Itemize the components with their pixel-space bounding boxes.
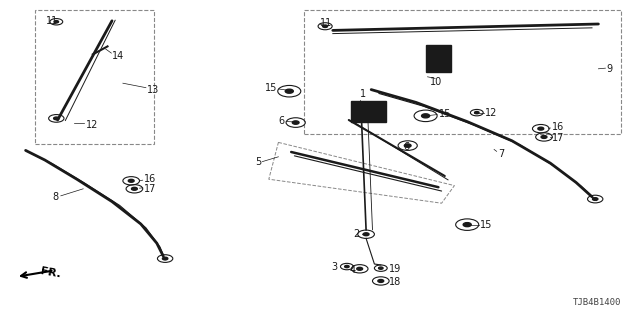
Circle shape [292,121,299,124]
Text: 18: 18 [389,277,401,287]
Text: TJB4B1400: TJB4B1400 [572,298,621,307]
Circle shape [54,21,59,23]
Text: 1: 1 [360,89,366,100]
Circle shape [131,187,138,190]
Text: 16: 16 [144,174,156,184]
Circle shape [541,135,547,139]
Text: 12: 12 [86,120,99,131]
Circle shape [422,114,429,118]
Text: 2: 2 [353,229,360,239]
Circle shape [54,117,59,120]
Circle shape [163,257,168,260]
Bar [304,10,621,134]
Circle shape [363,233,369,236]
Circle shape [323,25,328,28]
Bar [35,10,154,144]
Circle shape [593,198,598,200]
Text: 14: 14 [112,51,124,61]
Circle shape [128,179,134,182]
Text: 7: 7 [498,148,504,159]
Text: 9: 9 [607,64,613,74]
Bar [426,45,451,72]
Circle shape [285,89,293,93]
Text: 19: 19 [389,264,401,275]
Circle shape [463,223,471,227]
Text: 6: 6 [403,141,410,152]
Text: 8: 8 [52,192,59,202]
Text: 16: 16 [552,122,564,132]
Text: 15: 15 [265,83,277,93]
Text: 17: 17 [552,132,564,143]
Circle shape [474,112,479,114]
Text: 6: 6 [278,116,285,126]
Text: 13: 13 [147,84,159,95]
Circle shape [378,279,384,283]
Text: FR.: FR. [40,266,61,279]
Text: 11: 11 [46,16,58,26]
Bar [351,101,386,122]
Circle shape [404,144,411,147]
Circle shape [378,267,383,269]
Circle shape [538,127,544,130]
Text: 3: 3 [332,261,338,272]
Text: 12: 12 [485,108,497,118]
Text: 10: 10 [430,76,442,87]
Text: 11: 11 [320,18,332,28]
Circle shape [356,267,363,270]
Circle shape [344,266,349,268]
Text: 15: 15 [439,108,451,119]
Text: 4: 4 [349,265,355,276]
Text: 5: 5 [255,156,261,167]
Text: 17: 17 [144,184,156,194]
Text: 15: 15 [480,220,492,230]
